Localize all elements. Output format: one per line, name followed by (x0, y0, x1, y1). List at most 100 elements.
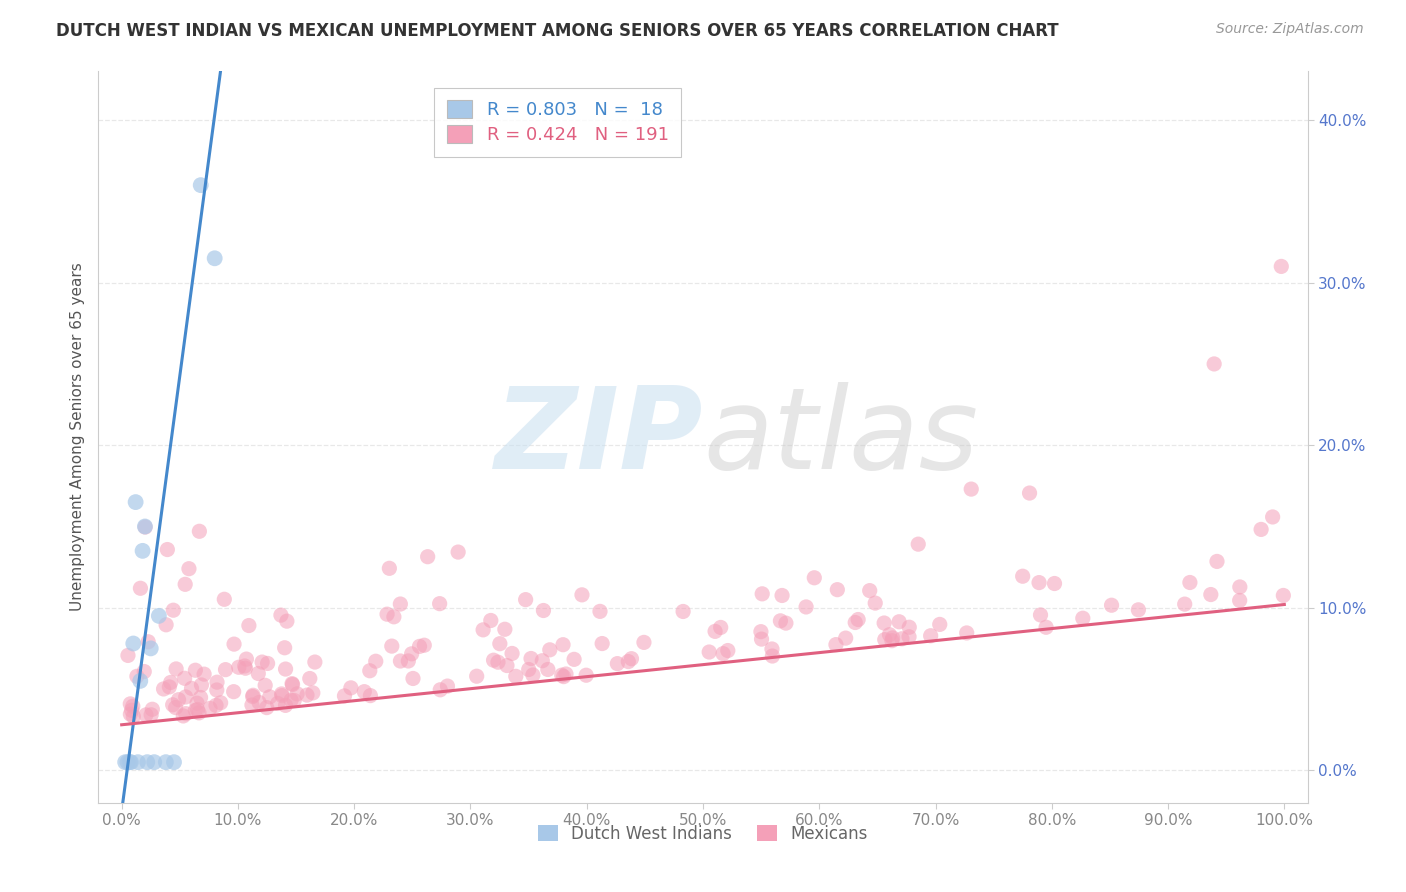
Point (188, 706, 211, 720)
Point (378, 561, 401, 575)
Point (205, 698, 228, 713)
Point (501, 647, 523, 661)
Point (125, 669, 148, 683)
Point (1035, 620, 1057, 634)
Point (267, 697, 290, 711)
Point (117, 648, 139, 663)
Point (794, 599, 817, 614)
Point (859, 583, 882, 598)
Point (710, 620, 733, 634)
Point (537, 663, 560, 677)
Point (233, 659, 256, 673)
Point (280, 693, 302, 707)
Point (413, 638, 436, 652)
Point (242, 688, 264, 702)
Point (364, 654, 387, 668)
Point (198, 701, 221, 715)
Point (222, 637, 245, 651)
Text: DUTCH WEST INDIAN VS MEXICAN UNEMPLOYMENT AMONG SENIORS OVER 65 YEARS CORRELATIO: DUTCH WEST INDIAN VS MEXICAN UNEMPLOYMEN… (56, 22, 1059, 40)
Point (562, 652, 585, 666)
Point (401, 647, 423, 661)
Point (571, 588, 593, 602)
Point (717, 643, 740, 657)
Point (242, 690, 264, 704)
Point (281, 677, 304, 691)
Point (240, 698, 263, 712)
Point (190, 678, 212, 692)
Point (247, 666, 270, 681)
Point (340, 681, 363, 695)
Point (155, 617, 177, 632)
Point (177, 562, 200, 576)
Point (898, 620, 921, 634)
Point (827, 582, 849, 597)
Point (152, 681, 174, 696)
Point (190, 178, 212, 193)
Point (141, 702, 163, 716)
Point (273, 640, 295, 655)
Point (389, 597, 412, 611)
Point (447, 545, 470, 559)
Text: Source: ZipAtlas.com: Source: ZipAtlas.com (1216, 22, 1364, 37)
Point (136, 755, 159, 769)
Point (174, 706, 197, 721)
Point (298, 672, 321, 686)
Point (1174, 597, 1197, 611)
Point (173, 671, 195, 685)
Point (531, 654, 554, 668)
Point (250, 655, 273, 669)
Point (295, 688, 318, 702)
Point (156, 542, 179, 557)
Point (863, 596, 886, 610)
Point (553, 670, 575, 684)
Point (134, 665, 156, 679)
Point (134, 519, 156, 533)
Point (205, 675, 228, 690)
Point (270, 608, 292, 623)
Point (489, 637, 512, 651)
Point (1204, 357, 1226, 371)
Text: atlas: atlas (703, 382, 979, 492)
Point (1199, 588, 1222, 602)
Point (751, 587, 773, 601)
Point (205, 683, 228, 698)
Point (276, 614, 298, 628)
Point (1011, 569, 1033, 583)
Point (159, 675, 181, 690)
Point (247, 696, 270, 710)
Point (1178, 575, 1201, 590)
Point (184, 703, 207, 717)
Point (214, 592, 236, 607)
Point (1229, 593, 1251, 607)
Point (163, 755, 186, 769)
Point (172, 709, 194, 723)
Point (135, 707, 157, 722)
Point (429, 682, 451, 697)
Point (1270, 260, 1292, 274)
Point (274, 662, 297, 676)
Point (1071, 611, 1094, 625)
Point (117, 755, 139, 769)
Point (711, 647, 734, 661)
Point (482, 653, 505, 667)
Point (880, 633, 903, 648)
Point (472, 623, 495, 637)
Point (1250, 523, 1272, 537)
Point (1043, 576, 1066, 591)
Point (697, 645, 720, 659)
Point (214, 663, 236, 677)
Point (515, 592, 537, 607)
Point (1101, 599, 1123, 613)
Point (873, 615, 896, 630)
Point (281, 676, 304, 690)
Point (180, 681, 202, 696)
Point (834, 631, 856, 645)
Point (129, 581, 152, 595)
Point (283, 693, 305, 707)
Point (1028, 575, 1050, 590)
Point (139, 641, 162, 656)
Point (122, 709, 145, 723)
Point (254, 678, 277, 692)
Point (436, 679, 458, 693)
Point (259, 690, 281, 704)
